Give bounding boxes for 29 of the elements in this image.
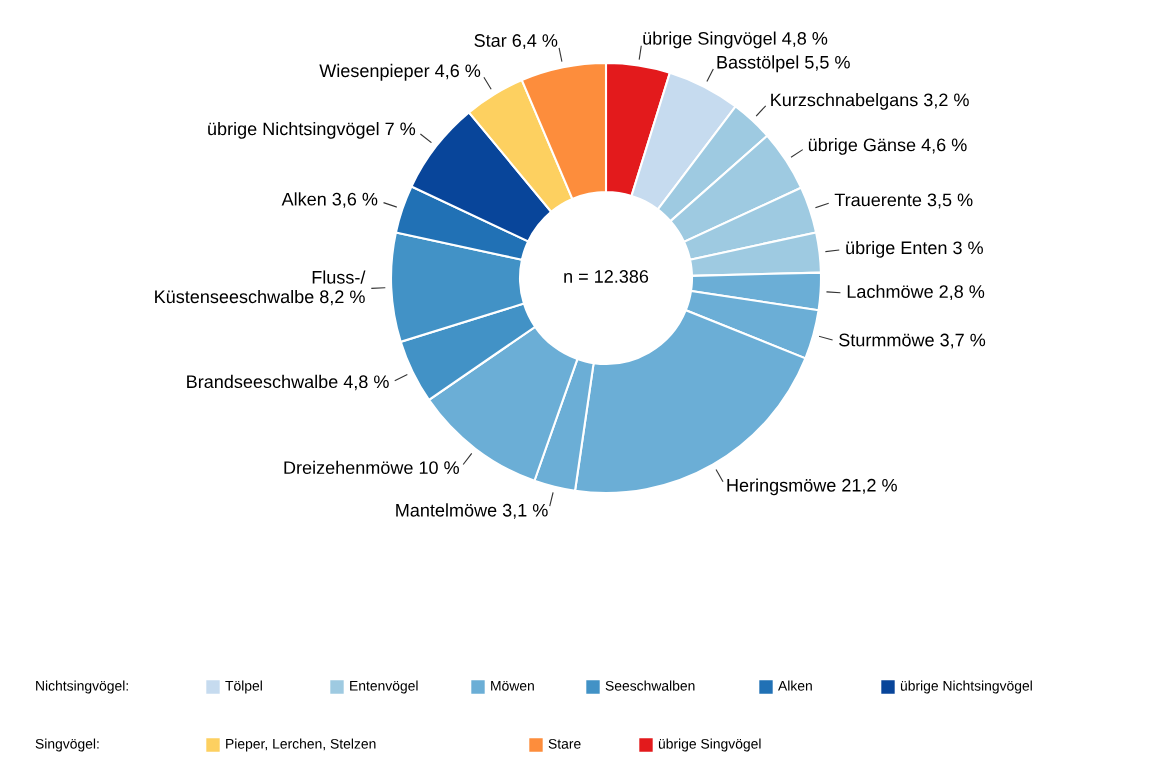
slice-label: Dreizehenmöwe 10 % xyxy=(284,460,459,475)
category-label: übrige Singvögel 4,8 % xyxy=(643,31,828,49)
legend-label: übrige Nichtsingvögel xyxy=(900,680,1032,694)
legend-label: Alken xyxy=(778,680,812,691)
category-label: Alken 3,6 % xyxy=(281,192,378,208)
slice-label: übrige Enten 3 % xyxy=(846,240,983,258)
slice-label: übrige Gänse 4,6 % xyxy=(808,138,967,155)
text: Singvögel: xyxy=(35,738,99,752)
text: Tölpel xyxy=(225,680,262,694)
text: Möwen xyxy=(491,681,534,691)
slice-label: Kurzschnabelgans 3,2 % xyxy=(771,93,969,110)
text: Seeschwalben xyxy=(605,680,695,691)
slice-label: Star 6,4 % xyxy=(474,34,558,50)
text: n = 12.386 xyxy=(564,270,649,283)
slice-label: Brandseeschwalbe 4,8 % xyxy=(187,374,389,391)
slice-label: Wiesenpieper 4,6 % xyxy=(319,63,481,81)
legend-label: übrige Singvögel xyxy=(658,738,761,752)
slice-label: Trauerente 3,5 % xyxy=(834,193,973,209)
slice-label: Basstölpel 5,5 % xyxy=(717,55,850,73)
slice-label: Lachmöwe 2,8 % xyxy=(847,284,985,301)
slice-label: Sturmmöwe 3,7 % xyxy=(839,333,986,349)
text: Entenvögel xyxy=(350,680,418,694)
slice-label: Fluss-/ Küstenseeschwalbe 8,2 % xyxy=(155,270,366,306)
text: Stare xyxy=(548,738,581,749)
category-label: übrige Nichtsingvögel 7 % xyxy=(208,122,416,139)
slice-label: Mantelmöwe 3,1 % xyxy=(396,503,548,519)
text: Nichtsingvögel: xyxy=(36,680,128,694)
slice-label: Heringsmöwe 21,2 % xyxy=(727,478,897,496)
text: Pieper, Lerchen, Stelzen xyxy=(226,738,376,752)
